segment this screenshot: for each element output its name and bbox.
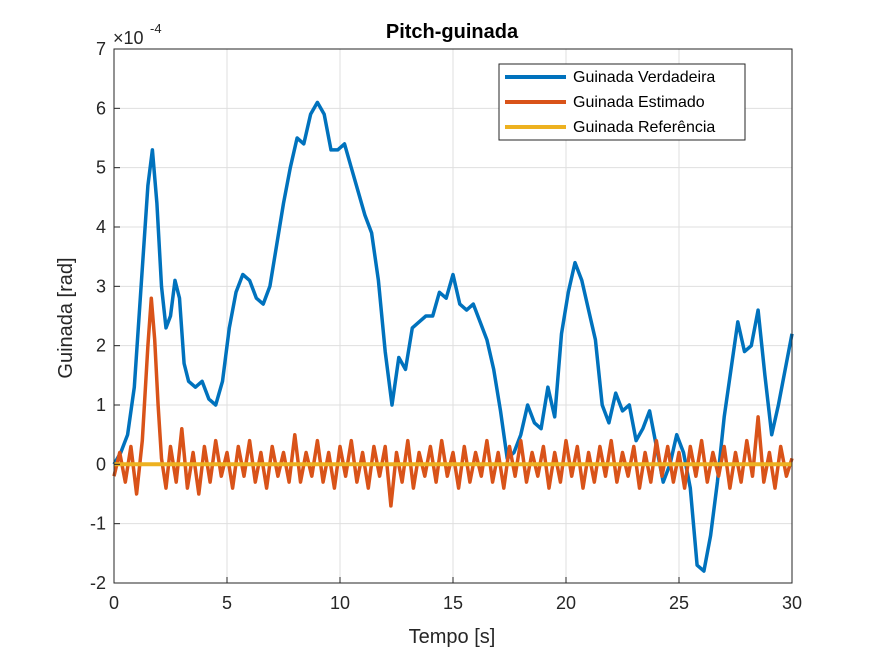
y-tick-label: 6	[96, 98, 106, 118]
x-tick-label: 5	[222, 593, 232, 613]
x-axis-label: Tempo [s]	[409, 626, 496, 648]
ticks: 0 5 10 15 20 25 30 -2 -1 0 1 2 3 4 5 6 7	[90, 39, 802, 613]
series-layer	[112, 100, 794, 573]
y-tick-label: 4	[96, 217, 106, 237]
legend: Guinada Verdadeira Guinada Estimado Guin…	[498, 63, 746, 141]
y-tick-label: 3	[96, 276, 106, 296]
legend-label-verdadeira: Guinada Verdadeira	[573, 69, 715, 86]
x-tick-label: 0	[109, 593, 119, 613]
x-tick-label: 30	[782, 593, 802, 613]
y-tick-label: 2	[96, 336, 106, 356]
y-exponent-power: -4	[150, 21, 162, 36]
x-tick-label: 25	[669, 593, 689, 613]
x-tick-label: 20	[556, 593, 576, 613]
y-tick-label: -1	[90, 514, 106, 534]
x-tick-label: 15	[443, 593, 463, 613]
y-tick-label: 5	[96, 158, 106, 178]
y-axis-label: Guinada [rad]	[55, 257, 77, 378]
y-tick-label: 1	[96, 395, 106, 415]
y-tick-label: -2	[90, 573, 106, 593]
y-exponent-base: ×10	[113, 28, 144, 48]
chart-title: Pitch-guinada	[386, 21, 519, 43]
y-tick-label: 7	[96, 39, 106, 59]
x-tick-label: 10	[330, 593, 350, 613]
legend-label-referencia: Guinada Referência	[573, 119, 715, 136]
legend-label-estimado: Guinada Estimado	[573, 94, 705, 111]
series-verdadeira	[112, 100, 794, 573]
y-tick-label: 0	[96, 454, 106, 474]
y-exponent: ×10 -4	[113, 21, 162, 48]
